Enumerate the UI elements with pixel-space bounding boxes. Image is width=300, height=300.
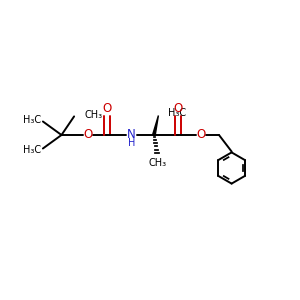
Text: H₃C: H₃C <box>23 145 41 155</box>
Text: O: O <box>196 128 206 142</box>
Text: O: O <box>173 102 182 116</box>
Text: H₃C: H₃C <box>168 107 186 118</box>
Text: O: O <box>83 128 92 142</box>
Text: O: O <box>103 102 112 116</box>
Text: CH₃: CH₃ <box>84 110 102 120</box>
Text: CH₃: CH₃ <box>148 158 166 168</box>
Text: H: H <box>128 138 135 148</box>
Polygon shape <box>153 116 158 135</box>
Text: H₃C: H₃C <box>23 115 41 125</box>
Text: N: N <box>127 128 136 141</box>
